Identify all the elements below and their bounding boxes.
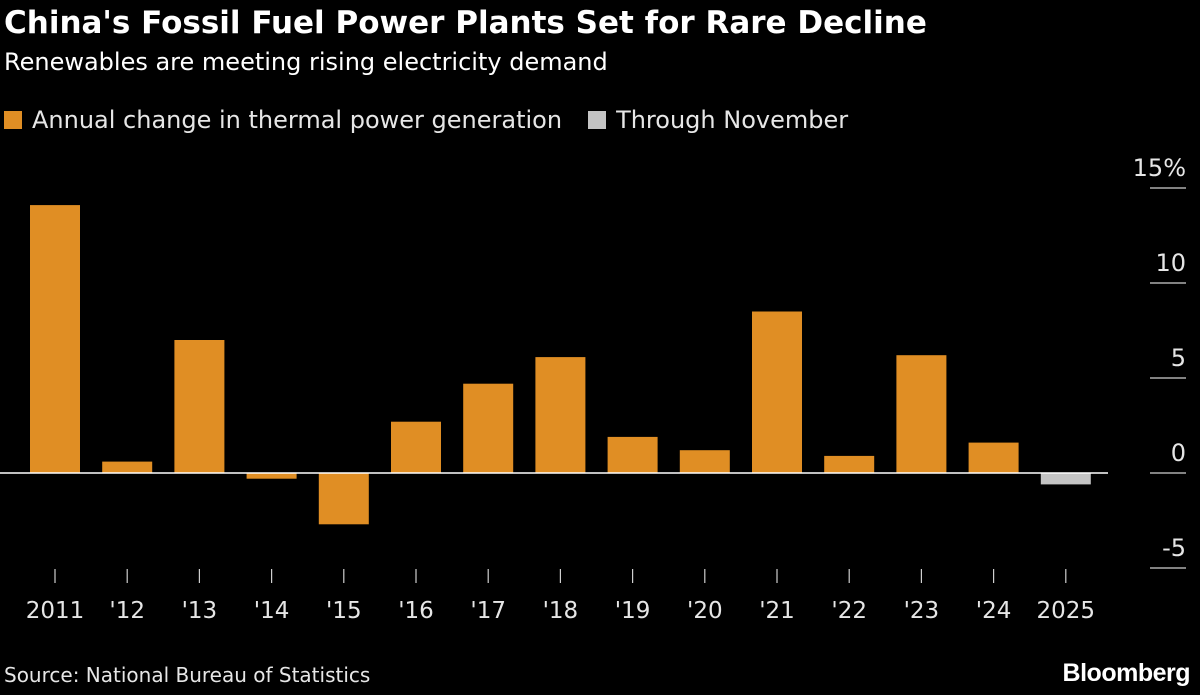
x-tick-label-0: 2011 bbox=[26, 598, 85, 624]
bar-15-series-0 bbox=[318, 473, 369, 525]
bar-18-series-0 bbox=[535, 357, 586, 473]
x-tick-label-12: '23 bbox=[904, 598, 940, 624]
bar-24-series-0 bbox=[968, 442, 1019, 473]
x-tick-label-4: '15 bbox=[326, 598, 362, 624]
x-tick-label-14: 2025 bbox=[1037, 598, 1096, 624]
x-tick-label-10: '21 bbox=[759, 598, 795, 624]
bar-21-series-0 bbox=[752, 311, 802, 473]
y-tick-label-2: 5 bbox=[1171, 344, 1186, 372]
bar-2011-series-0 bbox=[30, 205, 80, 473]
legend: Annual change in thermal power generatio… bbox=[4, 103, 874, 137]
bar-2025-series-1 bbox=[1040, 473, 1091, 485]
x-tick-label-3: '14 bbox=[254, 598, 290, 624]
bar-13-series-0 bbox=[174, 340, 225, 473]
bar-20-series-0 bbox=[679, 450, 730, 473]
y-tick-label-0: 15% bbox=[1133, 154, 1186, 182]
x-tick-label-2: '13 bbox=[182, 598, 218, 624]
bar-14-series-0 bbox=[246, 473, 297, 479]
bar-12-series-0 bbox=[102, 461, 153, 473]
x-tick-label-5: '16 bbox=[398, 598, 434, 624]
bar-19-series-0 bbox=[607, 436, 658, 473]
legend-item-through-november: Through November bbox=[588, 106, 848, 134]
legend-item-thermal: Annual change in thermal power generatio… bbox=[4, 106, 562, 134]
bloomberg-logo: Bloomberg bbox=[1062, 659, 1191, 687]
legend-swatch-through-november bbox=[588, 111, 607, 129]
bar-16-series-0 bbox=[391, 421, 441, 473]
legend-label-through-november: Through November bbox=[616, 106, 849, 134]
x-tick-label-11: '22 bbox=[831, 598, 867, 624]
bar-17-series-0 bbox=[463, 383, 514, 473]
x-tick-label-9: '20 bbox=[687, 598, 723, 624]
bar-chart: 15% 10 5 0 -5 2011 '12 '13 '14 '15 '16 '17 '18 '19 '20… bbox=[0, 154, 1186, 624]
x-tick-label-6: '17 bbox=[470, 598, 506, 624]
y-tick-label-1: 10 bbox=[1155, 249, 1186, 277]
chart-title: China's Fossil Fuel Power Plants Set for… bbox=[4, 5, 927, 41]
x-tick-label-8: '19 bbox=[615, 598, 651, 624]
x-tick-label-13: '24 bbox=[976, 598, 1012, 624]
legend-label-thermal: Annual change in thermal power generatio… bbox=[32, 106, 563, 134]
bar-22-series-0 bbox=[824, 455, 875, 473]
chart-subtitle: Renewables are meeting rising electricit… bbox=[4, 48, 608, 76]
legend-swatch-thermal bbox=[4, 111, 22, 129]
y-tick-label-3: 0 bbox=[1171, 439, 1186, 467]
source-note: Source: National Bureau of Statistics bbox=[4, 663, 371, 687]
bar-23-series-0 bbox=[896, 355, 947, 473]
y-tick-label-4: -5 bbox=[1162, 534, 1186, 562]
x-tick-label-1: '12 bbox=[109, 598, 145, 624]
x-tick-label-7: '18 bbox=[543, 598, 579, 624]
